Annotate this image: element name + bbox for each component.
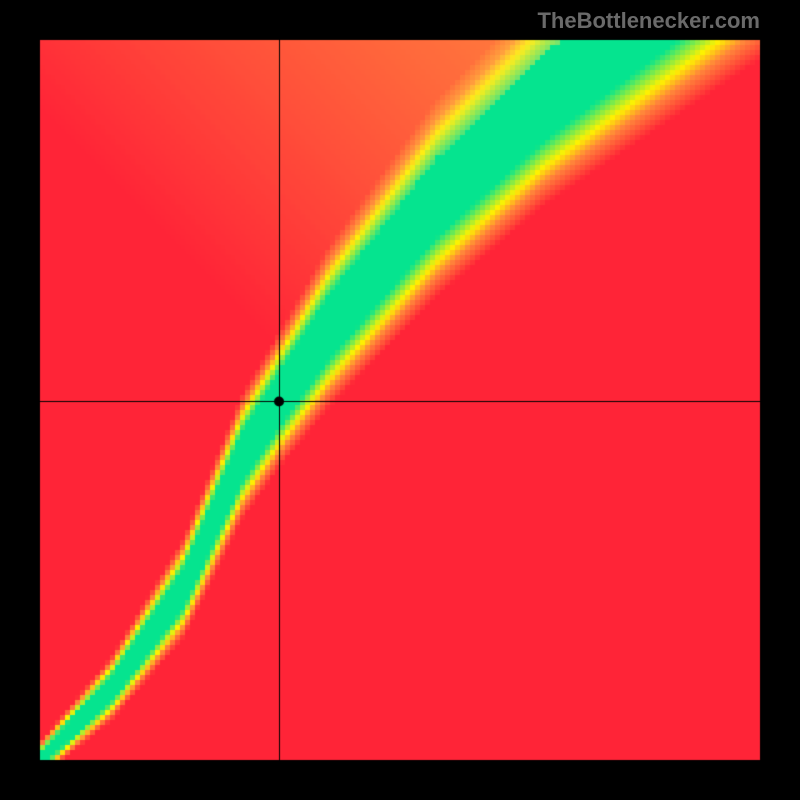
bottleneck-heatmap bbox=[0, 0, 800, 800]
attribution-text: TheBottlenecker.com bbox=[537, 8, 760, 34]
chart-container: TheBottlenecker.com bbox=[0, 0, 800, 800]
